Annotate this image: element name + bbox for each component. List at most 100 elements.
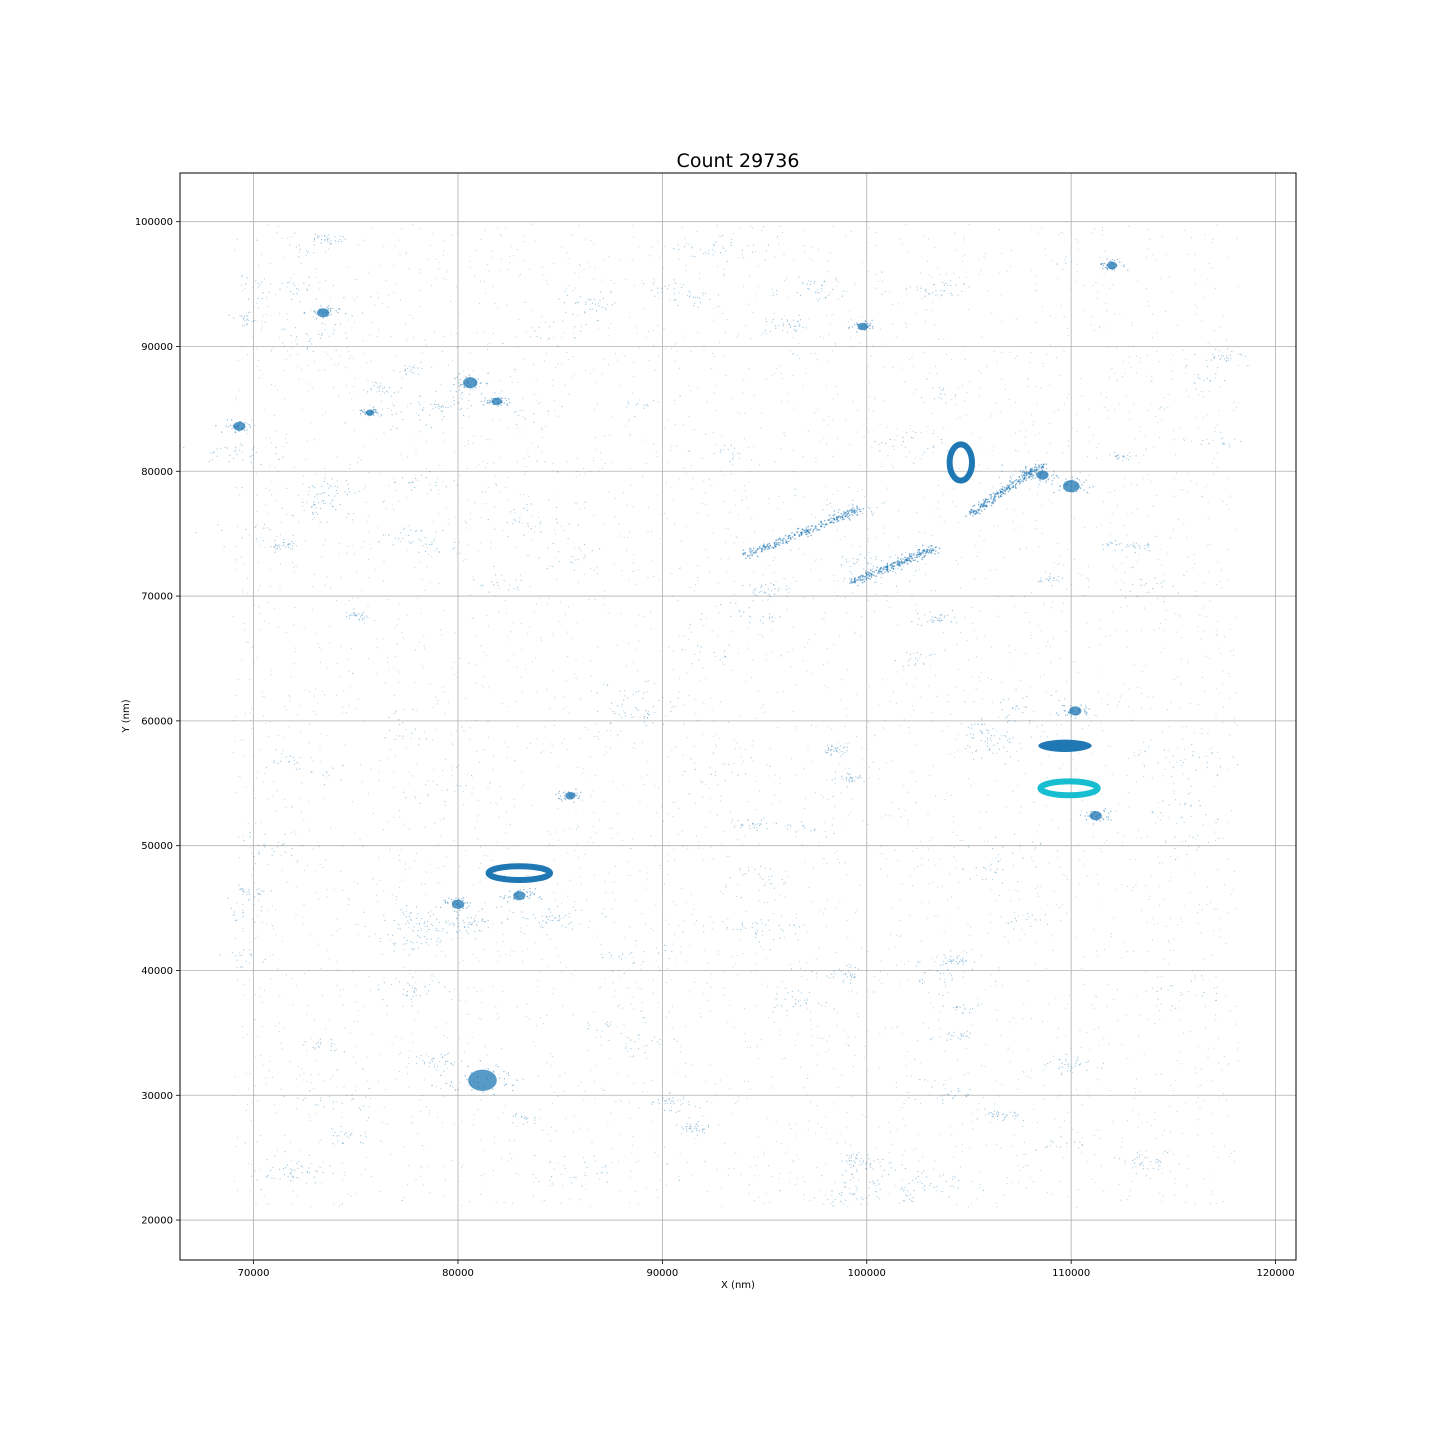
localization-point bbox=[1024, 443, 1026, 445]
localization-point bbox=[1225, 339, 1227, 341]
localization-point bbox=[926, 309, 928, 311]
localization-point bbox=[1198, 904, 1201, 906]
localization-point bbox=[864, 1116, 866, 1118]
localization-point bbox=[972, 737, 974, 739]
localization-point bbox=[728, 721, 730, 723]
localization-point bbox=[1066, 912, 1068, 914]
localization-point bbox=[398, 1071, 400, 1073]
localization-point bbox=[1160, 1003, 1162, 1005]
localization-point bbox=[244, 629, 246, 631]
localization-point bbox=[964, 400, 966, 402]
localization-point bbox=[1064, 316, 1066, 318]
localization-point bbox=[754, 1175, 756, 1177]
localization-point bbox=[905, 1099, 907, 1102]
localization-point bbox=[717, 784, 719, 786]
localization-point bbox=[1180, 991, 1182, 993]
localization-point bbox=[1212, 930, 1215, 932]
localization-point bbox=[368, 531, 370, 533]
localization-point bbox=[890, 933, 892, 935]
localization-point bbox=[1062, 904, 1064, 906]
localization-point bbox=[289, 700, 291, 702]
localization-point bbox=[1066, 680, 1068, 682]
localization-point bbox=[478, 761, 481, 763]
localization-point bbox=[994, 595, 996, 597]
localization-point bbox=[626, 504, 628, 506]
localization-point bbox=[893, 448, 895, 451]
localization-point bbox=[743, 541, 745, 543]
localization-point bbox=[251, 1101, 253, 1103]
localization-point bbox=[1049, 1145, 1051, 1147]
localization-point bbox=[1149, 238, 1151, 241]
localization-point bbox=[1186, 570, 1188, 573]
localization-point bbox=[294, 571, 296, 574]
localization-point bbox=[619, 535, 621, 537]
localization-point bbox=[934, 915, 936, 918]
localization-point bbox=[234, 249, 236, 251]
localization-point bbox=[458, 865, 460, 867]
localization-point bbox=[1211, 1113, 1213, 1115]
localization-point bbox=[520, 931, 522, 933]
localization-point bbox=[725, 542, 727, 544]
localization-point bbox=[344, 1171, 346, 1173]
localization-point bbox=[934, 365, 937, 367]
localization-point bbox=[1187, 1168, 1189, 1170]
localization-point bbox=[1202, 582, 1204, 584]
localization-point bbox=[598, 731, 600, 733]
localization-point bbox=[795, 684, 797, 686]
localization-point bbox=[906, 1075, 908, 1077]
localization-point bbox=[1161, 862, 1163, 864]
localization-point bbox=[681, 1133, 683, 1135]
localization-point bbox=[566, 461, 568, 463]
localization-point bbox=[1133, 751, 1135, 754]
localization-point bbox=[1139, 357, 1141, 359]
localization-point bbox=[248, 1163, 250, 1165]
localization-point bbox=[752, 311, 754, 314]
localization-point bbox=[893, 817, 895, 819]
localization-point bbox=[569, 1198, 571, 1200]
localization-point bbox=[698, 840, 700, 843]
localization-point bbox=[884, 527, 886, 529]
localization-point bbox=[804, 646, 806, 648]
localization-point bbox=[355, 1001, 358, 1003]
localization-point bbox=[1000, 294, 1002, 296]
localization-point bbox=[836, 1012, 838, 1014]
localization-point bbox=[413, 337, 415, 339]
scatter-points bbox=[183, 223, 1249, 1209]
localization-point bbox=[286, 350, 289, 352]
localization-point bbox=[1019, 1169, 1021, 1172]
localization-point bbox=[666, 945, 668, 947]
localization-point bbox=[540, 637, 542, 639]
localization-point bbox=[261, 320, 263, 322]
localization-point bbox=[383, 245, 385, 247]
localization-point bbox=[485, 655, 487, 657]
localization-point bbox=[1192, 567, 1194, 569]
localization-point bbox=[1207, 886, 1209, 888]
localization-point bbox=[968, 934, 971, 936]
localization-point bbox=[1211, 1190, 1213, 1192]
localization-point bbox=[584, 853, 586, 855]
localization-point bbox=[416, 923, 418, 925]
localization-point bbox=[1036, 403, 1038, 405]
localization-point bbox=[438, 1060, 440, 1063]
localization-point bbox=[436, 1116, 438, 1118]
localization-point bbox=[237, 1190, 239, 1192]
localization-point bbox=[1196, 1101, 1198, 1104]
localization-point bbox=[394, 355, 397, 357]
localization-point bbox=[795, 494, 797, 496]
localization-point bbox=[918, 1160, 920, 1162]
localization-point bbox=[1120, 695, 1122, 697]
localization-point bbox=[1032, 1181, 1034, 1183]
localization-point bbox=[643, 1017, 645, 1019]
localization-point bbox=[937, 485, 939, 487]
localization-point bbox=[632, 1008, 634, 1010]
localization-point bbox=[1063, 403, 1065, 405]
localization-point bbox=[393, 786, 395, 788]
localization-point bbox=[853, 346, 855, 348]
localization-point bbox=[451, 769, 453, 771]
localization-point bbox=[367, 271, 369, 273]
localization-point bbox=[324, 478, 326, 480]
localization-point bbox=[682, 1102, 684, 1104]
localization-point bbox=[363, 488, 365, 490]
localization-point bbox=[825, 385, 827, 387]
